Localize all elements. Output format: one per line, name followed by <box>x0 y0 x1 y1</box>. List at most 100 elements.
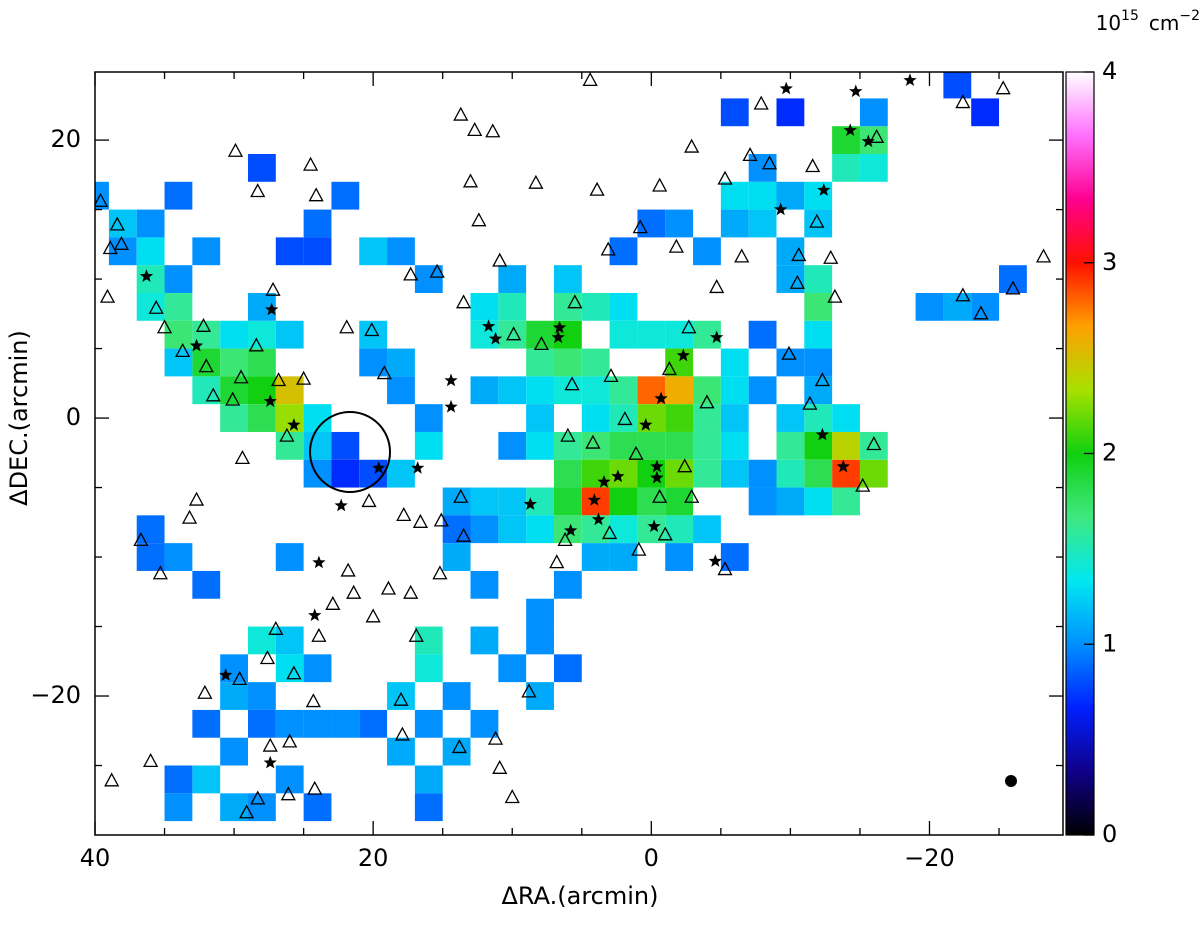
x-tick-label: 40 <box>80 844 111 872</box>
map-cell <box>164 265 193 293</box>
x-tick-label: −20 <box>904 844 955 872</box>
triangle-marker <box>805 158 821 173</box>
triangle-marker <box>308 187 324 202</box>
triangle-marker <box>152 565 168 580</box>
triangle-marker <box>521 683 537 698</box>
triangle-marker <box>325 595 341 610</box>
star-marker <box>551 330 565 344</box>
triangle-marker <box>814 372 830 387</box>
map-cell <box>498 292 527 321</box>
triangle-marker <box>265 281 281 296</box>
colorbar-tick-label: 2 <box>1102 439 1117 467</box>
triangle-marker <box>761 155 778 170</box>
map-cell <box>526 320 554 349</box>
triangle-marker <box>268 620 284 635</box>
triangle-marker <box>205 387 221 402</box>
map-cell <box>442 515 471 544</box>
triangle-marker <box>855 477 871 492</box>
triangle-marker <box>557 531 573 547</box>
star-marker <box>334 498 348 512</box>
triangle-marker <box>408 627 424 642</box>
triangle-marker <box>259 650 276 665</box>
triangle-marker <box>305 693 321 708</box>
triangle-marker <box>467 122 483 137</box>
map-cell <box>804 209 833 238</box>
map-cell <box>553 265 582 293</box>
map-cell <box>804 265 833 293</box>
map-cell <box>665 209 694 238</box>
star-marker <box>308 608 322 622</box>
map-cell <box>804 292 833 321</box>
triangle-marker <box>973 305 989 320</box>
map-cell <box>470 376 499 405</box>
map-cell <box>498 376 527 405</box>
map-cell <box>331 459 360 488</box>
triangle-marker <box>560 427 576 442</box>
map-cell <box>442 737 471 766</box>
map-cell <box>665 543 694 571</box>
map-cell <box>275 320 304 349</box>
map-cell <box>303 654 332 683</box>
triangle-marker <box>485 123 501 138</box>
triangle-marker <box>429 263 445 278</box>
star-marker <box>372 461 386 474</box>
map-cell <box>164 793 193 822</box>
map-cell <box>164 543 193 571</box>
triangle-marker <box>279 427 295 442</box>
triangle-marker <box>717 170 733 185</box>
triangle-marker <box>188 491 205 506</box>
triangle-marker <box>234 449 251 465</box>
map-cell <box>665 431 694 460</box>
map-cell <box>804 487 833 516</box>
triangle-marker <box>109 216 125 231</box>
triangle-marker <box>396 506 412 521</box>
triangle-marker <box>250 183 266 198</box>
triangle-marker <box>364 322 380 337</box>
map-cell <box>247 709 276 738</box>
triangle-marker <box>677 458 693 473</box>
map-cell <box>331 709 360 738</box>
map-cell <box>748 487 777 516</box>
map-cell <box>414 404 443 432</box>
map-cell <box>387 376 415 405</box>
map-cell <box>414 793 443 822</box>
map-cell <box>275 709 304 738</box>
triangle-marker <box>809 213 825 228</box>
triangle-marker <box>652 488 668 503</box>
map-cell <box>581 431 610 460</box>
triangle-marker <box>699 394 715 409</box>
triangle-marker <box>175 342 191 357</box>
triangle-marker <box>628 445 644 460</box>
axes: 40 20 0 −20 20 0 −20 0 1 2 3 4 <box>30 57 1117 872</box>
map-cell <box>637 459 666 488</box>
map-cell <box>720 348 749 377</box>
map-cell <box>192 709 221 738</box>
map-cell <box>220 348 248 377</box>
map-cell <box>553 487 582 516</box>
star-marker <box>444 399 458 413</box>
triangle-marker <box>113 235 130 250</box>
triangle-marker <box>296 370 312 385</box>
map-cell <box>720 98 749 127</box>
triangle-marker <box>652 177 668 192</box>
triangle-marker <box>95 192 109 207</box>
x-tick-label: 20 <box>358 844 389 872</box>
map-cell <box>331 431 360 460</box>
triangle-marker <box>602 525 618 540</box>
map-cell <box>526 626 554 655</box>
map-cell <box>303 459 332 488</box>
triangle-marker <box>455 294 472 309</box>
triangle-marker <box>603 368 619 383</box>
triangle-marker <box>250 790 266 805</box>
map-cell <box>247 682 276 710</box>
map-cell <box>498 515 527 544</box>
map-cell <box>247 153 276 182</box>
star-marker <box>815 427 829 441</box>
map-cell <box>804 181 833 210</box>
map-cell <box>553 431 582 460</box>
triangle-marker <box>506 326 522 341</box>
star-marker <box>774 202 788 216</box>
triangle-marker <box>198 358 214 373</box>
